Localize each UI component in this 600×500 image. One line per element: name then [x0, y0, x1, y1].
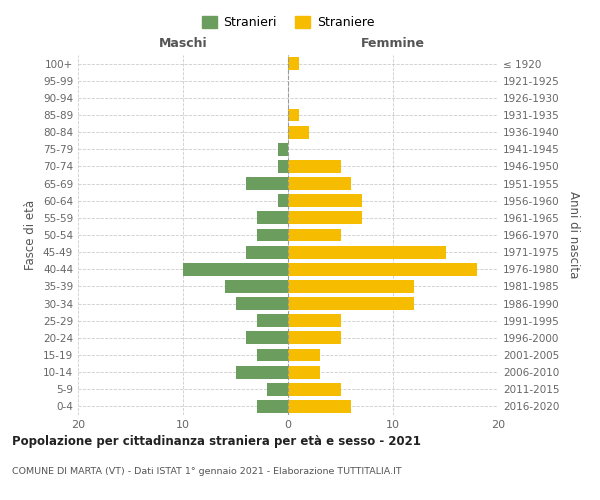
Bar — [235, 297, 288, 310]
Bar — [257, 228, 288, 241]
Bar — [288, 108, 299, 122]
Bar — [288, 366, 320, 378]
Text: Femmine: Femmine — [361, 37, 425, 50]
Bar — [277, 143, 288, 156]
Y-axis label: Anni di nascita: Anni di nascita — [566, 192, 580, 278]
Bar — [288, 177, 351, 190]
Bar — [257, 400, 288, 413]
Bar — [288, 383, 341, 396]
Bar — [246, 177, 288, 190]
Bar — [246, 246, 288, 258]
Bar — [288, 194, 361, 207]
Text: Maschi: Maschi — [158, 37, 208, 50]
Bar — [235, 366, 288, 378]
Bar — [288, 246, 445, 258]
Bar — [288, 348, 320, 362]
Text: Popolazione per cittadinanza straniera per età e sesso - 2021: Popolazione per cittadinanza straniera p… — [12, 435, 421, 448]
Bar — [257, 314, 288, 327]
Text: COMUNE DI MARTA (VT) - Dati ISTAT 1° gennaio 2021 - Elaborazione TUTTITALIA.IT: COMUNE DI MARTA (VT) - Dati ISTAT 1° gen… — [12, 468, 401, 476]
Bar — [288, 400, 351, 413]
Bar — [288, 126, 309, 138]
Bar — [288, 297, 414, 310]
Legend: Stranieri, Straniere: Stranieri, Straniere — [197, 11, 379, 34]
Bar — [288, 57, 299, 70]
Bar — [183, 263, 288, 276]
Bar — [288, 212, 361, 224]
Bar — [288, 228, 341, 241]
Bar — [288, 280, 414, 293]
Bar — [288, 263, 477, 276]
Bar — [288, 314, 341, 327]
Bar — [257, 348, 288, 362]
Bar — [225, 280, 288, 293]
Bar — [246, 332, 288, 344]
Bar — [277, 194, 288, 207]
Bar — [288, 160, 341, 173]
Bar — [288, 332, 341, 344]
Bar — [257, 212, 288, 224]
Bar — [277, 160, 288, 173]
Bar — [267, 383, 288, 396]
Y-axis label: Fasce di età: Fasce di età — [25, 200, 37, 270]
